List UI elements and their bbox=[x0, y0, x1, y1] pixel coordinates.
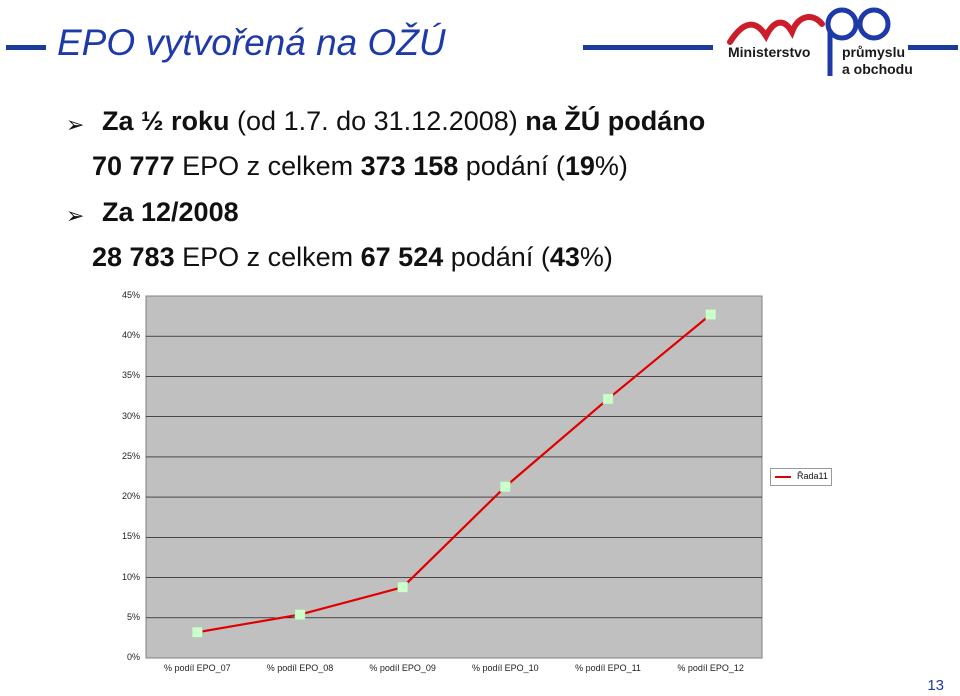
mpo-logo-mark bbox=[727, 7, 891, 76]
data-point bbox=[294, 609, 306, 620]
data-point bbox=[500, 481, 511, 492]
bullet-2: Za 12/2008 bbox=[102, 197, 239, 228]
data-point bbox=[602, 393, 614, 405]
bullet-1: Za ½ roku (od 1.7. do 31.12.2008) na ŽÚ … bbox=[102, 106, 705, 137]
y-tick-label: 0% bbox=[126, 652, 140, 662]
series-line bbox=[197, 313, 712, 634]
slide-title: EPO vytvořená na OŽÚ bbox=[57, 22, 446, 63]
logo-line-2: průmyslu bbox=[842, 44, 906, 60]
bullet-3-strong-a: Za 12/2008 bbox=[102, 197, 239, 227]
bullet-2-strong-a: 70 777 bbox=[92, 151, 175, 181]
data-point bbox=[705, 309, 716, 320]
y-tick-label: 5% bbox=[126, 611, 140, 622]
bullet-4-strong-c: 43 bbox=[549, 242, 580, 272]
bullet-2-continuation: 28 783 EPO z celkem 67 524 podání (43%) bbox=[92, 242, 613, 273]
y-tick-label: 20% bbox=[121, 491, 140, 502]
data-point bbox=[397, 581, 408, 593]
bullet-arrow-1: ➢ bbox=[66, 112, 85, 137]
bullet-arrow-2: ➢ bbox=[66, 203, 85, 228]
x-tick-label: % podíl EPO_11 bbox=[575, 663, 641, 673]
y-tick-label: 35% bbox=[121, 370, 140, 381]
y-tick-label: 45% bbox=[121, 290, 140, 300]
bullet-1-continuation: 70 777 EPO z celkem 373 158 podání (19%) bbox=[92, 151, 628, 182]
x-tick-label: % podíl EPO_10 bbox=[472, 663, 539, 673]
header-bar-left bbox=[6, 45, 46, 50]
chart-legend: Řada11 bbox=[770, 468, 832, 486]
y-tick-label: 10% bbox=[121, 571, 140, 582]
bullet-1-normal-a: (od 1.7. do 31.12.2008) bbox=[229, 106, 526, 136]
header-bar-far-right bbox=[908, 45, 958, 50]
bullet-4-normal-c: %) bbox=[579, 242, 613, 272]
legend-label: Řada11 bbox=[797, 471, 828, 481]
x-tick-label: % podíl EPO_12 bbox=[677, 663, 744, 673]
x-tick-label: % podíl EPO_09 bbox=[369, 663, 436, 673]
x-tick-label: % podíl EPO_07 bbox=[164, 663, 231, 673]
data-point bbox=[192, 627, 203, 638]
y-tick-label: 25% bbox=[121, 450, 140, 461]
bullet-2-strong-b: 373 158 bbox=[360, 151, 459, 181]
legend-line-icon bbox=[775, 476, 791, 478]
logo-line-3: a obchodu bbox=[842, 61, 913, 77]
bullet-4-strong-a: 28 783 bbox=[92, 242, 175, 272]
bullet-4-strong-b: 67 524 bbox=[360, 242, 444, 272]
x-tick-label: % podíl EPO_08 bbox=[266, 663, 334, 673]
bullet-1-strong-a: Za ½ roku bbox=[102, 106, 230, 136]
header-bar-right bbox=[583, 45, 713, 50]
plot-area bbox=[145, 295, 763, 659]
bullet-2-normal-c: %) bbox=[594, 151, 628, 181]
y-tick-label: 15% bbox=[121, 531, 140, 542]
bullet-2-strong-c: 19 bbox=[564, 151, 595, 181]
bullet-2-normal-b: podání ( bbox=[458, 151, 565, 181]
bullet-4-normal-a: EPO z celkem bbox=[174, 242, 361, 272]
bullet-1-strong-b: na ŽÚ podáno bbox=[525, 106, 706, 136]
y-tick-label: 40% bbox=[121, 330, 140, 341]
mpo-logo: Ministerstvo průmyslu a obchodu mpo bbox=[722, 2, 913, 82]
logo-line-1: Ministerstvo bbox=[728, 44, 811, 60]
bullet-4-normal-b: podání ( bbox=[443, 242, 550, 272]
y-tick-label: 30% bbox=[121, 410, 140, 421]
page-number: 13 bbox=[927, 677, 944, 694]
bullet-2-normal-a: EPO z celkem bbox=[174, 151, 361, 181]
